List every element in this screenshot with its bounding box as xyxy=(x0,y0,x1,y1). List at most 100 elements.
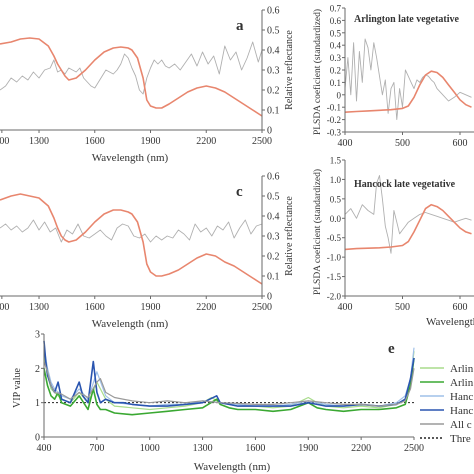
panel-d-y-tick-label: -1.5 xyxy=(327,272,342,282)
panel-c-y-tick-label: 0.5 xyxy=(267,192,280,203)
panel-c-y-tick-label: 0.4 xyxy=(267,212,280,223)
panel-e-y-tick-label: 0 xyxy=(35,433,40,444)
panel-b-x-tick-label: 500 xyxy=(395,138,410,149)
panel-b-y-tick-label: -0.3 xyxy=(327,128,342,138)
panel-e-x-tick-label: 1900 xyxy=(298,443,318,454)
panel-e-x-tick-label: 2200 xyxy=(351,443,371,454)
panel-a-x-tick-label: 900 xyxy=(0,136,9,147)
legend-label: All c xyxy=(450,419,472,431)
panel-d-x-tick-label: 400 xyxy=(338,302,353,313)
panel-b-y-tick-label: -0.2 xyxy=(327,115,341,125)
legend-label: Hanc xyxy=(450,405,473,417)
panel-a-y-tick-label: 0.2 xyxy=(267,86,280,97)
panel-a-y-tick-label: 0.3 xyxy=(267,66,280,77)
panel-b-y-tick-label: 0 xyxy=(337,90,342,100)
legend-label: Thre xyxy=(450,433,471,445)
panel-b-x-tick-label: 600 xyxy=(453,138,468,149)
panel-d-y-tick-label: -0.5 xyxy=(327,233,342,243)
panel-e-x-axis-label: Wavelength (nm) xyxy=(194,461,271,473)
legend-label: Arlin xyxy=(450,377,474,389)
panel-a-y-tick-label: 0 xyxy=(267,126,272,137)
panel-a-x-tick-label: 2200 xyxy=(196,136,216,147)
panel-b-reflectance-series xyxy=(344,70,472,113)
panel-d-y-tick-label: 1.5 xyxy=(330,156,342,166)
panel-a-x-tick-label: 1300 xyxy=(29,136,49,147)
panel-c-reflectance-series xyxy=(0,193,263,285)
panel-d-y-tick-label: -2.0 xyxy=(327,292,342,302)
panel-b-y-tick-label: 0.4 xyxy=(330,41,342,51)
panel-e-letter: e xyxy=(388,341,395,357)
panel-d-y-axis-label: PLSDA coeficient (standardized) xyxy=(312,169,323,295)
panel-e-y-tick-label: 3 xyxy=(35,330,40,341)
panel-e-series-arlington-2 xyxy=(43,357,415,416)
panel-a-x-tick-label: 1900 xyxy=(141,136,161,147)
panel-e-series-hancock-1 xyxy=(43,347,415,407)
panel-c-x-tick-label: 1300 xyxy=(29,302,49,313)
panel-d-coefficient-series xyxy=(344,175,472,254)
panel-d-y-tick-label: 1.0 xyxy=(330,175,342,185)
panel-e-x-tick-label: 1000 xyxy=(140,443,160,454)
panel-c-y-tick-label: 0.2 xyxy=(267,252,280,263)
panel-a-y-axis-label: Relative reflectance xyxy=(284,30,295,110)
panel-c-y-tick-label: 0.1 xyxy=(267,272,280,283)
panel-c-y-tick-label: 0 xyxy=(267,292,272,303)
panel-d-x-axis-label: Wavelength xyxy=(426,316,474,328)
panel-a-letter: a xyxy=(236,18,244,34)
panel-e: 400 700 1000 1300 1600 1900 2200 2500 0 1 2 3 Wave… xyxy=(12,330,474,474)
panel-b-y-tick-label: 0.3 xyxy=(330,53,342,63)
panel-c-x-tick-label: 2200 xyxy=(196,302,216,313)
panel-c-y-axis-label: Relative reflectance xyxy=(284,196,295,276)
panel-c: 900 1300 1600 1900 2200 2500 0 0.1 0.2 0.3 0.4 0.5… xyxy=(0,172,295,330)
panel-c-x-tick-label: 2500 xyxy=(252,302,272,313)
panel-c-coefficient-series xyxy=(0,219,263,243)
panel-b-y-tick-label: 0.6 xyxy=(330,16,342,26)
panel-a-x-tick-label: 2500 xyxy=(252,136,272,147)
panel-a-y-tick-label: 0.6 xyxy=(267,6,280,17)
panel-e-y-tick-label: 1 xyxy=(35,398,40,409)
panel-e-x-tick-label: 2500 xyxy=(404,443,424,454)
panel-e-y-tick-label: 2 xyxy=(35,364,40,375)
panel-e-x-tick-label: 1300 xyxy=(193,443,213,454)
panel-d-y-tick-label: 0.0 xyxy=(330,214,342,224)
panel-c-x-tick-label: 1900 xyxy=(141,302,161,313)
panel-a-y-tick-label: 0.1 xyxy=(267,106,280,117)
panel-b-y-tick-label: 0.2 xyxy=(330,66,341,76)
panel-b-y-tick-label: 0.7 xyxy=(330,4,342,14)
panel-b-x-tick-label: 400 xyxy=(338,138,353,149)
panel-d-x-tick-label: 500 xyxy=(395,302,410,313)
panel-d-reflectance-series xyxy=(344,203,472,251)
panel-d-x-tick-label: 600 xyxy=(453,302,468,313)
panel-a-y-tick-label: 0.4 xyxy=(267,46,280,57)
legend-label: Hanc xyxy=(450,391,473,403)
panel-c-y-tick-label: 0.3 xyxy=(267,232,280,243)
panel-c-letter: c xyxy=(236,184,243,200)
panel-a-y-tick-label: 0.5 xyxy=(267,26,280,37)
panel-a: 900 1300 1600 1900 2200 2500 0 0.1 0.2 0.3 0.4 0.5… xyxy=(0,6,295,164)
panel-b-title: Arlington late vegetative xyxy=(354,14,460,25)
panel-e-series-hancock-2 xyxy=(43,340,415,407)
panel-c-y-tick-label: 0.6 xyxy=(267,172,280,183)
legend-label: Arlin xyxy=(450,363,474,375)
panel-b-y-axis-label: PLSDA coeficient (standardized) xyxy=(312,9,323,135)
panel-e-series-all xyxy=(43,361,415,407)
panel-a-coefficient-series xyxy=(0,41,263,95)
panel-e-x-tick-label: 700 xyxy=(89,443,104,454)
panel-c-x-tick-label: 900 xyxy=(0,302,9,313)
panel-c-x-tick-label: 1600 xyxy=(85,302,105,313)
panel-b-coefficient-series xyxy=(344,38,472,121)
panel-e-x-tick-label: 1600 xyxy=(245,443,265,454)
panel-b-y-tick-label: -0.1 xyxy=(327,103,341,113)
panel-b-y-tick-label: 0.5 xyxy=(330,28,342,38)
panel-e-x-tick-label: 400 xyxy=(37,443,52,454)
panel-a-x-tick-label: 1600 xyxy=(85,136,105,147)
panel-a-reflectance-series xyxy=(0,37,263,117)
panel-d: 400 500 600 -2.0 -1.5 -1.0 -0.5 0.0 0.5 1.0 1.5 H… xyxy=(312,156,474,328)
panel-e-y-axis-label: VIP value xyxy=(12,367,23,407)
panel-a-x-axis-label: Wavelength (nm) xyxy=(92,152,169,164)
panel-c-x-axis-label: Wavelength (nm) xyxy=(92,318,169,330)
panel-b-y-tick-label: 0.1 xyxy=(330,78,341,88)
panel-d-title: Hancock late vegetative xyxy=(354,179,456,190)
panel-d-y-tick-label: 0.5 xyxy=(330,194,342,204)
panel-d-y-tick-label: -1.0 xyxy=(327,253,342,263)
